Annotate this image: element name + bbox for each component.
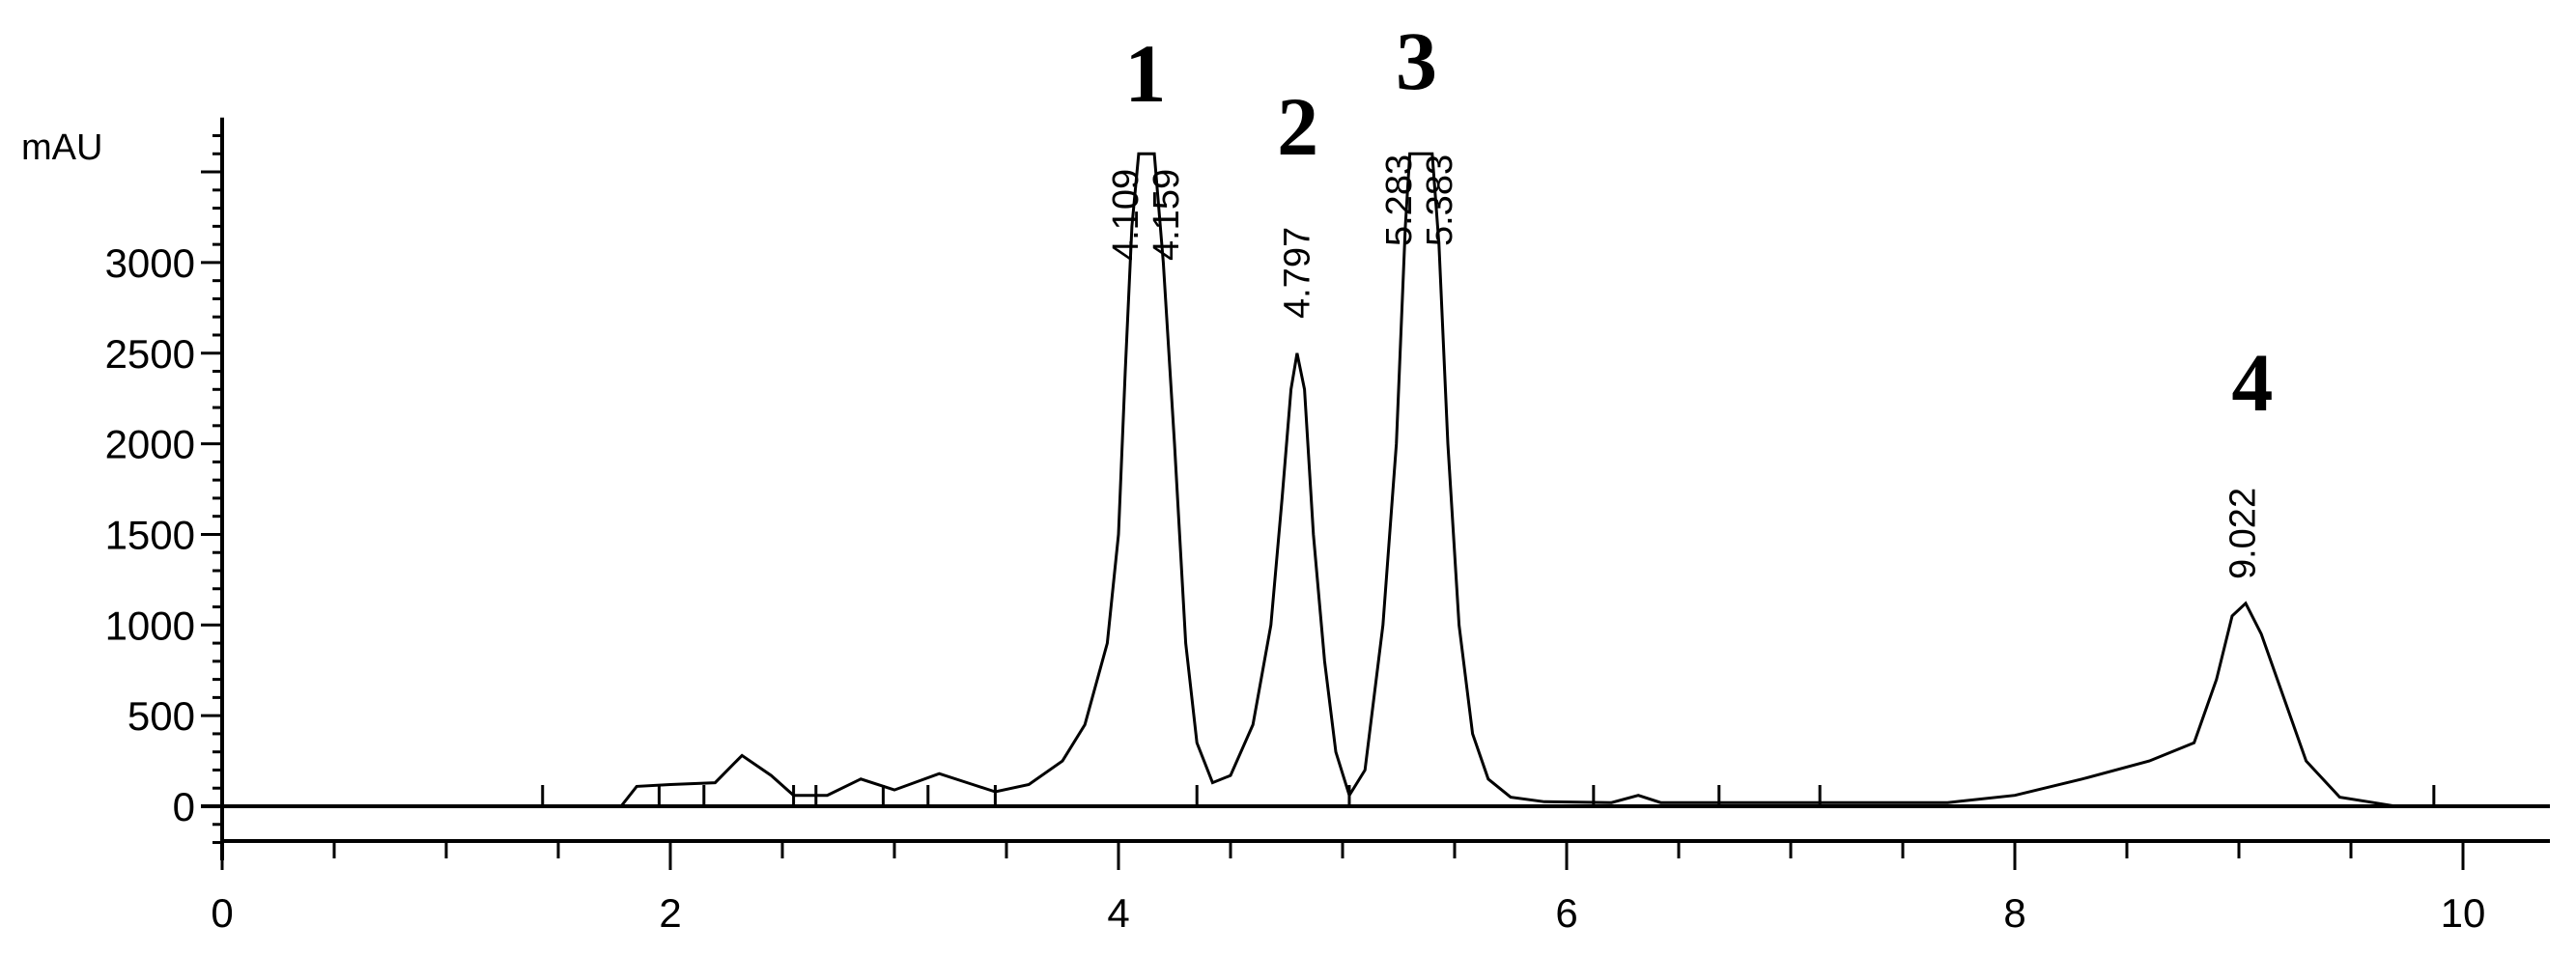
retention-time-label: 5.383 [1420, 154, 1460, 246]
y-tick-label: 1000 [105, 603, 195, 648]
y-tick-label: 3000 [105, 240, 195, 286]
chromatogram-trace [222, 152, 2396, 808]
peak-number-label: 2 [1277, 80, 1318, 173]
x-tick-label: 4 [1107, 890, 1129, 936]
axes: 0 500 1000 1500 2000 2500 3000 0 2 4 6 8 10 [105, 117, 2550, 936]
retention-time-label: 4.159 [1146, 169, 1187, 261]
y-tick-label: 0 [173, 784, 195, 829]
x-tick-label: 0 [211, 890, 233, 936]
y-tick-label: 1500 [105, 512, 195, 557]
peak-number-label: 4 [2231, 336, 2273, 429]
x-tick-label: 6 [1555, 890, 1577, 936]
x-tick-label: 8 [2003, 890, 2025, 936]
retention-time-label: 5.283 [1379, 154, 1420, 246]
peak-number-label: 1 [1124, 27, 1166, 120]
x-tick-label: 10 [2441, 890, 2486, 936]
retention-time-label: 4.797 [1278, 227, 1318, 319]
y-tick-label: 500 [127, 693, 195, 739]
y-tick-label: 2000 [105, 422, 195, 467]
x-tick-label: 2 [659, 890, 681, 936]
y-tick-label: 2500 [105, 331, 195, 377]
retention-time-label: 4.109 [1106, 169, 1146, 261]
y-axis-unit-label: mAU [21, 127, 102, 168]
peak-number-label: 3 [1396, 14, 1437, 107]
peak-labels: 1 4.109 4.159 2 4.797 3 5.283 5.383 4 9.022 [1106, 14, 2274, 579]
retention-time-label: 9.022 [2223, 488, 2264, 579]
